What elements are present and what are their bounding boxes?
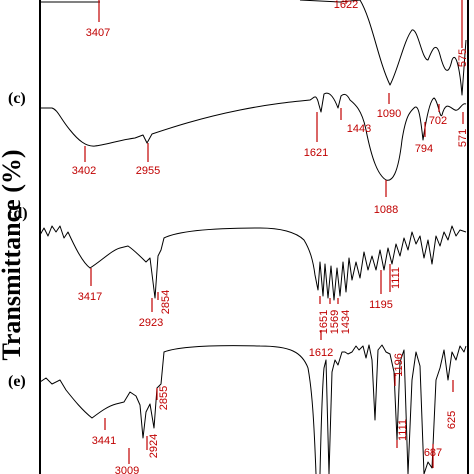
peak-label-3402: 3402 bbox=[72, 165, 96, 177]
peak-label-1434: 1434 bbox=[340, 310, 352, 334]
peak-label-3009: 3009 bbox=[115, 465, 139, 474]
peak-label-1651: 1651 bbox=[318, 310, 330, 334]
peak-label-1088: 1088 bbox=[374, 204, 398, 216]
peak-label-1622: 1622 bbox=[334, 0, 358, 11]
peak-label-625: 625 bbox=[446, 411, 458, 429]
peak-label-2955: 2955 bbox=[136, 165, 160, 177]
peak-label-3417: 3417 bbox=[78, 291, 102, 303]
panel-label-d: (d) bbox=[8, 205, 28, 222]
spectrum-d bbox=[39, 225, 467, 301]
peak-label-3441: 3441 bbox=[92, 435, 116, 447]
peak-label-575: 575 bbox=[457, 49, 469, 67]
peak-label-1443: 1443 bbox=[347, 123, 371, 135]
peak-label-1111: 1111 bbox=[397, 419, 409, 441]
panel-label-e: (e) bbox=[8, 373, 26, 390]
panel-label-c: (c) bbox=[8, 90, 26, 107]
peak-label-571: 571 bbox=[457, 129, 469, 147]
spectrum-c bbox=[40, 92, 467, 181]
peak-label-1569: 1569 bbox=[329, 310, 341, 334]
peak-label-1195: 1195 bbox=[369, 299, 393, 311]
peak-label-1111: 1111 bbox=[390, 267, 402, 289]
peak-label-1196: 1196 bbox=[393, 353, 405, 377]
peak-label-2854: 2854 bbox=[160, 290, 172, 314]
peak-label-1090: 1090 bbox=[377, 108, 401, 120]
peak-label-702: 702 bbox=[429, 115, 447, 127]
peak-label-794: 794 bbox=[415, 143, 433, 155]
spectrum-b-partial bbox=[40, 0, 467, 96]
peak-label-2855: 2855 bbox=[158, 386, 170, 410]
peak-label-1612: 1612 bbox=[309, 347, 333, 359]
peak-label-2923: 2923 bbox=[139, 317, 163, 329]
peak-label-687: 687 bbox=[424, 447, 442, 459]
peak-label-3407: 3407 bbox=[86, 27, 110, 39]
peak-label-2924: 2924 bbox=[148, 434, 160, 458]
y-axis-title: Transmittance (%) bbox=[0, 149, 26, 360]
peak-label-1621: 1621 bbox=[304, 147, 328, 159]
peak-annotations: 3407 1622 575 3402 2955 1621 1443 1090 1088 794 70… bbox=[72, 0, 469, 474]
